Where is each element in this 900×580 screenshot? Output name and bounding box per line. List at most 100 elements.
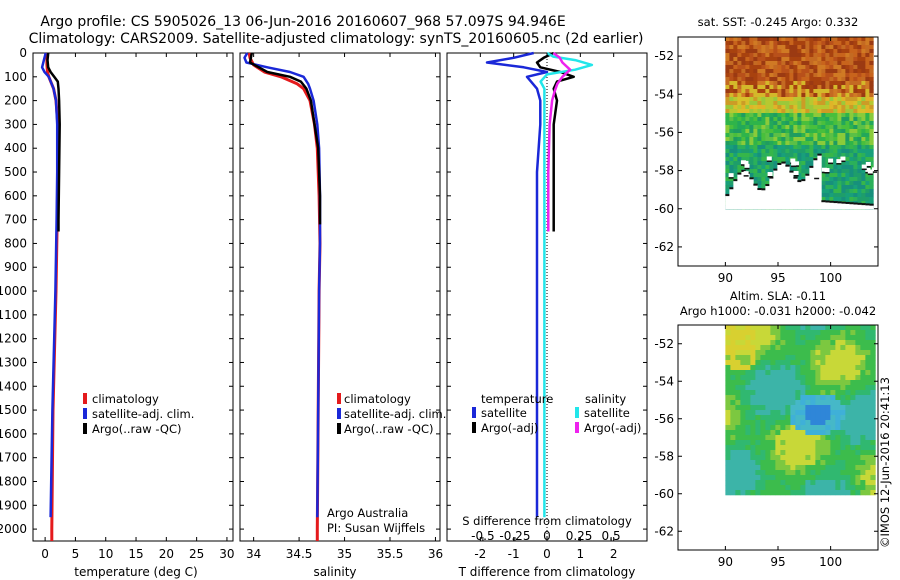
sst-cell [845,133,850,138]
sst-cell [749,137,754,142]
sla-cell [820,420,826,426]
sst-cell [777,113,782,118]
sla-cell [770,370,776,376]
sla-cell [820,480,826,486]
sla-cell [850,450,856,456]
sla-cell [735,370,741,376]
sst-cell [817,49,822,54]
sla-cell [870,410,876,416]
sla-cell [860,325,866,331]
sst-cell [773,117,778,122]
sst-cell [793,137,798,142]
sla-cell [785,335,791,341]
sst-mask-edge [769,176,774,179]
sst-cell [809,117,814,122]
sst-cell [733,117,738,122]
sst-mask-cell [805,174,810,210]
sst-cell [753,65,758,70]
sla-cell [785,345,791,351]
salinity-x-axis: 34 34.5 35 35.5 36 [246,53,443,561]
sla-cell [865,330,871,336]
sla-cell [865,425,871,431]
sla-cell [850,455,856,461]
sla-cell [735,375,741,381]
sst-cell [777,157,782,162]
x-tick-label: 0 [41,547,49,561]
sst-cell [841,161,846,166]
difference-legend: temperature salinity satellite Argo(-adj… [472,392,641,435]
sst-mask-edge [837,201,842,204]
sst-cell [733,149,738,154]
sst-cell [833,109,838,114]
sla-cell [795,415,801,421]
sst-cell [837,129,842,134]
sla-cell [825,400,831,406]
sst-cell [801,77,806,82]
sst-cell [861,125,866,130]
sst-cell [765,177,770,182]
sst-cell [853,93,858,98]
sla-cell [820,410,826,416]
sla-cell [835,420,841,426]
sst-cell [861,189,866,194]
sla-cell [820,380,826,386]
sst-cell [725,165,730,170]
sst-cell [761,41,766,46]
sst-cell [725,109,730,114]
sla-cell [770,365,776,371]
sla-cell [840,355,846,361]
sla-cell [840,485,846,491]
sla-cell [830,355,836,361]
legend-swatch-argo [337,423,341,434]
sla-cell [760,470,766,476]
sst-cell [749,57,754,62]
sst-cell [725,181,730,186]
sst-cell [865,189,870,194]
sla-cell [785,485,791,491]
sla-cell [790,390,796,396]
sla-cell [840,365,846,371]
sla-cell [830,440,836,446]
sst-mask-cell [777,163,782,210]
sla-cell [775,490,781,496]
sla-cell [785,360,791,366]
sst-cell [733,153,738,158]
sst-cell [809,149,814,154]
sla-cell [810,425,816,431]
sst-cell [753,93,758,98]
sst-cell [809,69,814,74]
sst-cell [773,149,778,154]
sla-cell [745,415,751,421]
sst-cell [769,133,774,138]
sla-cell [790,415,796,421]
sst-cell [809,57,814,62]
sst-cell [849,113,854,118]
sla-cell [760,385,766,391]
sst-cell [757,37,762,42]
sst-cell [837,197,842,202]
sst-cell [853,189,858,194]
x-tick-label: 35.5 [377,547,404,561]
sst-cell [761,121,766,126]
sst-mask-edge [789,170,794,173]
sst-cell [725,169,730,174]
sst-cell [821,177,826,182]
sst-cell [745,117,750,122]
sst-cell [777,65,782,70]
sst-cell [733,105,738,110]
sst-cell [769,129,774,134]
sst-cell [765,45,770,50]
sla-cell [820,340,826,346]
sst-cell [841,133,846,138]
sst-cell [817,37,822,42]
sst-cell [753,165,758,170]
sst-cell [729,81,734,86]
sst-cell [869,105,874,110]
sst-cell [781,81,786,86]
sla-cell [800,375,806,381]
sla-cell [865,490,871,496]
sst-cell [869,129,874,134]
sst-cell [857,37,862,42]
sla-cell [840,425,846,431]
sst-cell [821,125,826,130]
